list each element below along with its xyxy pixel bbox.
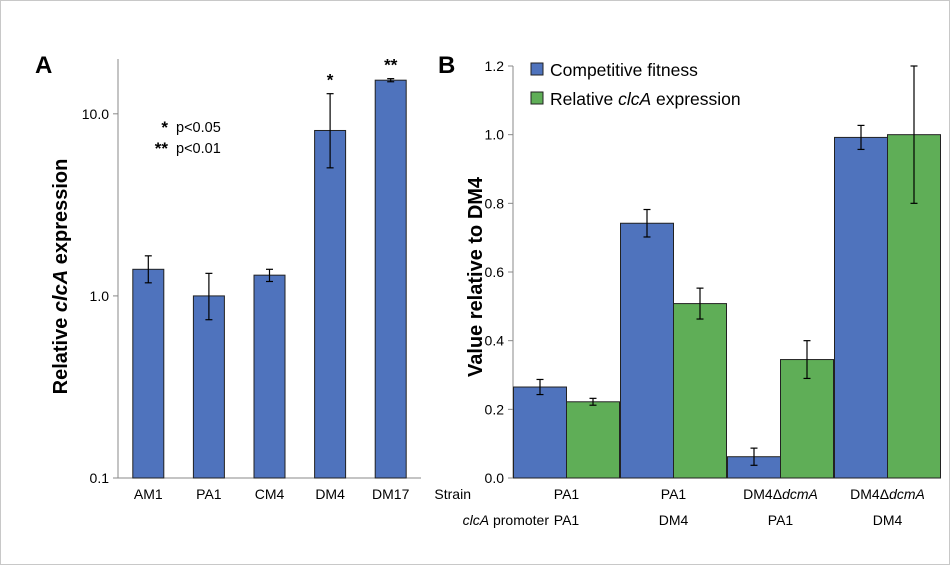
x-tick-label-a: AM1 (134, 486, 163, 502)
y-tick-label-b: 0.8 (485, 195, 505, 211)
legend-swatch-expression (530, 91, 544, 105)
bar-fitness (513, 386, 567, 479)
x-tick-label-a: DM4 (315, 486, 345, 502)
error-bar-a (144, 255, 152, 284)
y-tick-label-b: 0.2 (485, 401, 505, 417)
y-tick-label-b: 0.0 (485, 470, 505, 486)
error-bar-a (326, 93, 334, 169)
bar-a (374, 79, 407, 479)
error-bar-a (205, 272, 213, 321)
legend-label-fitness: Competitive fitness (550, 60, 698, 80)
error-bar-b (910, 65, 918, 204)
y-tick-label-a: 10.0 (82, 106, 109, 122)
legend-note-symbol: * (161, 118, 168, 137)
chart-b: B Value relative to DM4 0.0 0.2 0.4 0.6 0.8 1.0… (434, 52, 941, 528)
error-bar-b (696, 287, 704, 320)
panel-label-a: A (35, 52, 52, 79)
error-bar-b (750, 447, 758, 466)
bar-expression (673, 303, 727, 479)
promoter-label: DM4 (873, 512, 903, 528)
error-bar-a (387, 78, 395, 83)
y-tick-label-b: 0.4 (485, 333, 505, 349)
legend-note-text: p<0.05 (176, 120, 221, 136)
error-bar-b (589, 397, 597, 406)
x-tick-label-a: DM17 (372, 486, 410, 502)
bar-a (314, 129, 347, 479)
y-tick-label-a: 0.1 (90, 470, 110, 486)
x-tick-label-a: PA1 (196, 486, 222, 502)
promoter-label: DM4 (659, 512, 689, 528)
promoter-row-label: clcA promoter (463, 512, 550, 528)
y-tick-label-b: 1.2 (485, 58, 505, 74)
error-bar-b (803, 340, 811, 380)
bar-expression (566, 401, 620, 479)
legend-note-symbol: ** (155, 139, 169, 158)
strain-label: DM4ΔdcmA (743, 486, 818, 502)
chart-a: A Relative clcA expression 0.1 1.0 10.0 AM1 PA… (35, 52, 421, 502)
bar-a (253, 274, 286, 479)
legend-swatch-fitness (530, 62, 544, 76)
promoter-label: PA1 (768, 512, 794, 528)
y-axis-label-b: Value relative to DM4 (465, 176, 487, 377)
legend-label-expression: Relative clcA expression (550, 89, 741, 109)
strain-label: PA1 (554, 486, 580, 502)
error-bar-b (536, 378, 544, 396)
strain-row-label: Strain (434, 486, 471, 502)
error-bar-b (643, 208, 651, 238)
y-tick-label-b: 1.0 (485, 127, 505, 143)
y-tick-label-a: 1.0 (90, 288, 110, 304)
promoter-label: PA1 (554, 512, 580, 528)
y-tick-label-b: 0.6 (485, 264, 505, 280)
significance-marker-a: ** (384, 56, 398, 75)
error-bar-b (857, 124, 865, 151)
bar-expression (780, 359, 834, 479)
bar-fitness (620, 222, 674, 479)
bar-fitness (834, 136, 888, 479)
strain-label: PA1 (661, 486, 687, 502)
bar-a (132, 268, 165, 479)
x-tick-label-a: CM4 (255, 486, 285, 502)
strain-label: DM4ΔdcmA (850, 486, 925, 502)
error-bar-a (266, 268, 273, 283)
y-axis-label-a: Relative clcA expression (50, 159, 72, 395)
panel-label-b: B (438, 52, 455, 79)
bar-a (192, 295, 225, 479)
significance-marker-a: * (327, 71, 334, 90)
legend-note-text: p<0.01 (176, 141, 221, 157)
